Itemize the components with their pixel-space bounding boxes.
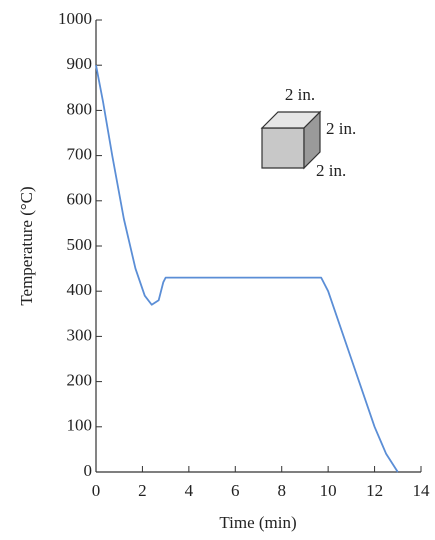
cube-front	[262, 128, 304, 168]
y-tick-label: 900	[67, 54, 93, 73]
y-axis-title: Temperature (°C)	[17, 186, 36, 305]
x-tick-label: 2	[138, 481, 147, 500]
annotation: 2 in.	[285, 85, 315, 104]
chart: Time (min) Temperature (°C) 2 in. 2 in. …	[0, 0, 435, 540]
cube	[262, 112, 320, 168]
x-axis-title: Time (min)	[219, 513, 296, 532]
x-tick-label: 10	[320, 481, 337, 500]
x-tick-label: 14	[413, 481, 431, 500]
x-tick-label: 4	[185, 481, 194, 500]
y-tick-label: 300	[67, 325, 93, 344]
annotation: 2 in.	[326, 119, 356, 138]
y-tick-label: 0	[84, 461, 93, 480]
y-tick-label: 200	[67, 371, 93, 390]
y-tick-label: 600	[67, 190, 93, 209]
x-tick-label: 6	[231, 481, 240, 500]
y-tick-label: 700	[67, 145, 93, 164]
x-tick-label: 12	[366, 481, 383, 500]
x-tick-label: 0	[92, 481, 101, 500]
y-tick-label: 800	[67, 99, 93, 118]
x-tick-label: 8	[277, 481, 286, 500]
y-tick-label: 100	[67, 416, 93, 435]
y-tick-label: 1000	[58, 9, 92, 28]
annotation: 2 in.	[316, 161, 346, 180]
y-tick-label: 400	[67, 280, 93, 299]
y-tick-label: 500	[67, 235, 93, 254]
